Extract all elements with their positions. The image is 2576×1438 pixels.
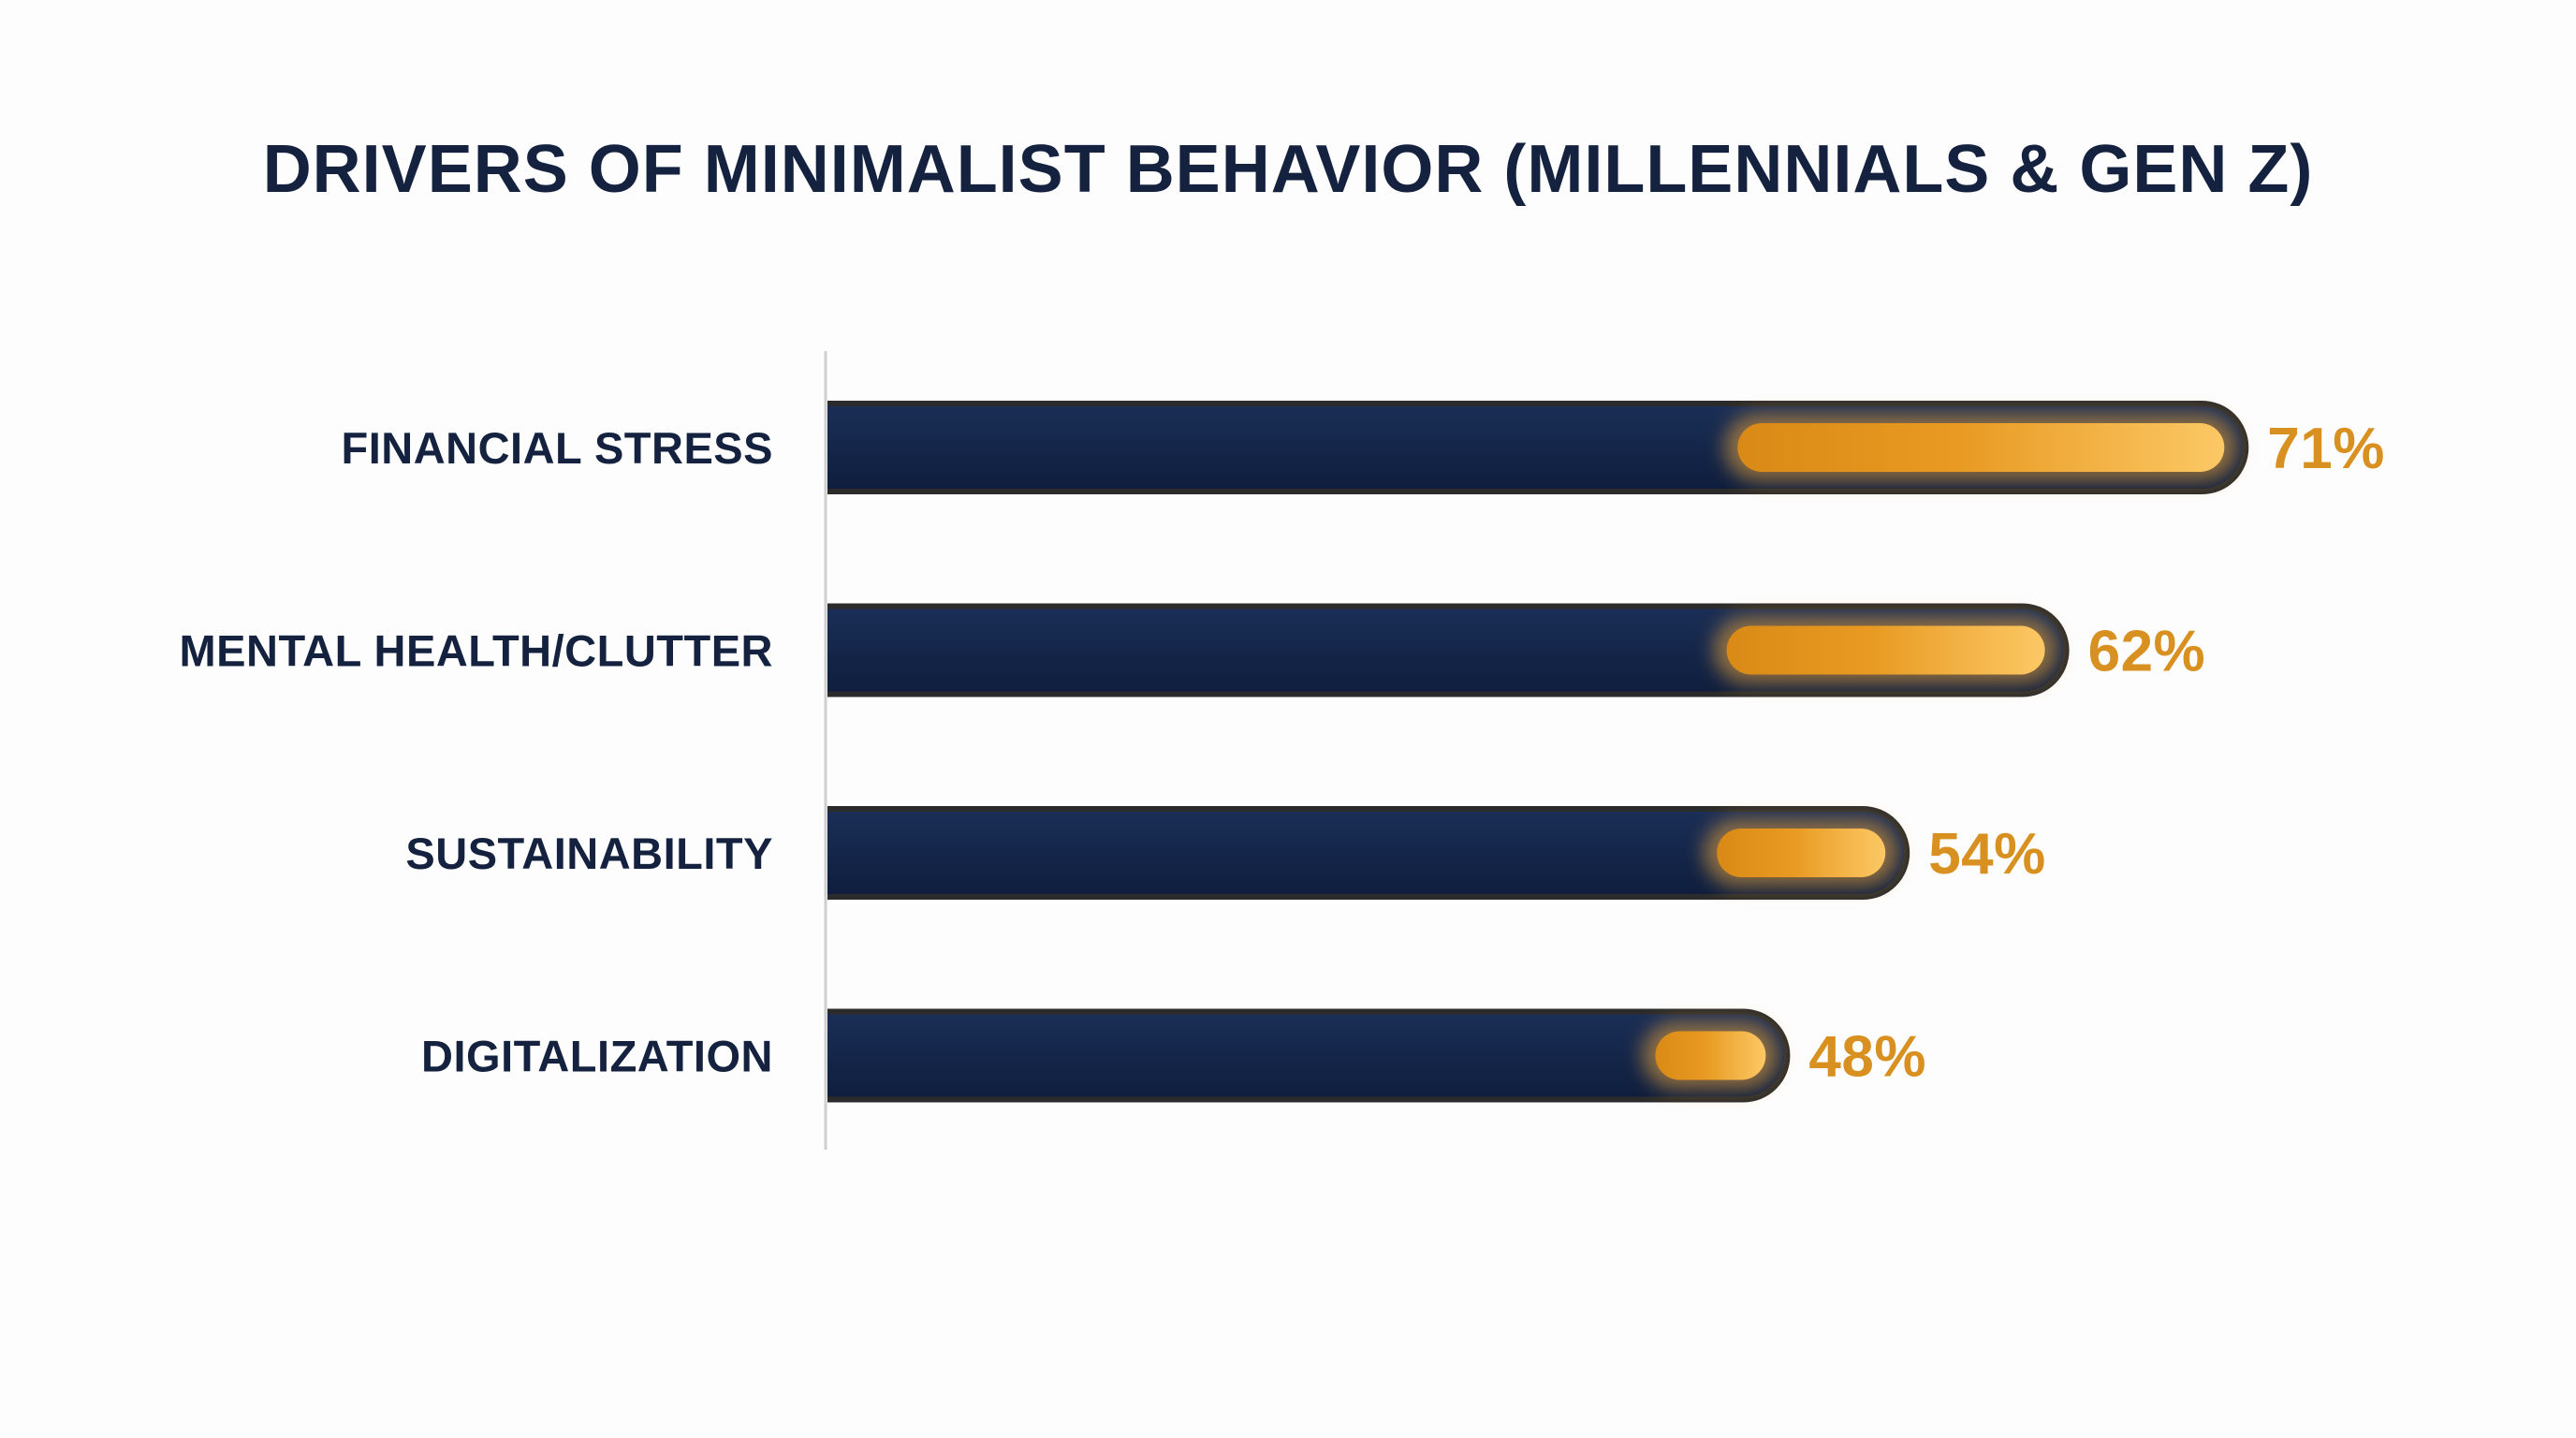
bar-highlight — [1726, 625, 2045, 675]
bar-group: FINANCIAL STRESS 71% — [342, 400, 2385, 494]
bar-highlight — [1655, 1031, 1766, 1080]
bar-group: MENTAL HEALTH/CLUTTER 62% — [180, 603, 2206, 697]
bar-group: DIGITALIZATION 48% — [421, 1008, 1926, 1103]
value-label: 71% — [2267, 417, 2385, 481]
bar — [827, 812, 1905, 894]
category-label: FINANCIAL STRESS — [342, 423, 774, 473]
category-label: MENTAL HEALTH/CLUTTER — [180, 626, 774, 676]
value-label: 54% — [1928, 822, 2046, 887]
category-label: SUSTAINABILITY — [405, 829, 773, 878]
bar-highlight — [1737, 423, 2225, 472]
value-label: 48% — [1808, 1025, 1926, 1090]
value-label: 62% — [2088, 620, 2206, 684]
bar — [827, 1014, 1785, 1097]
bar-highlight — [1717, 829, 1886, 877]
chart-title: DRIVERS OF MINIMALIST BEHAVIOR (MILLENNI… — [262, 132, 2314, 207]
bar-group: SUSTAINABILITY 54% — [405, 806, 2045, 900]
category-label: DIGITALIZATION — [421, 1032, 773, 1081]
